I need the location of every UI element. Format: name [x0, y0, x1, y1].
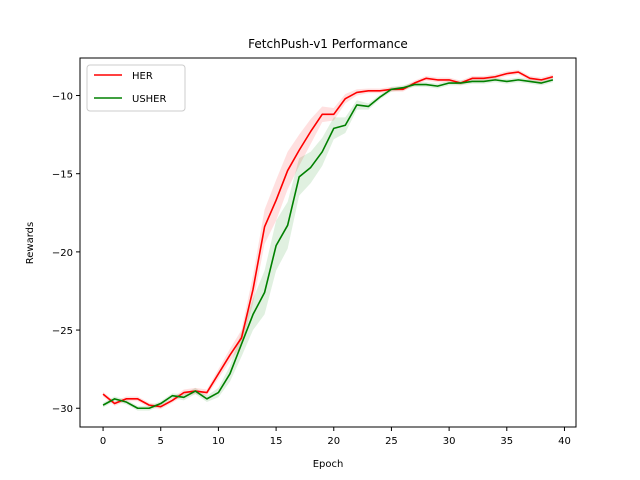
legend: HER USHER: [86, 64, 186, 112]
plot-frame: [79, 57, 577, 428]
series-lines: [102, 71, 554, 410]
x-tick-label: 40: [558, 436, 571, 447]
x-tick-label: 35: [500, 436, 513, 447]
line-usher: [102, 79, 554, 410]
x-tick-label: 25: [385, 436, 398, 447]
legend-box: [86, 64, 186, 112]
x-tick-label: 0: [100, 436, 106, 447]
x-tick-label: 10: [212, 436, 225, 447]
y-axis-ticks: −30 −25 −20 −15 −10: [52, 92, 80, 415]
legend-label-her: HER: [132, 71, 153, 82]
x-tick-label: 30: [443, 436, 456, 447]
legend-label-usher: USHER: [132, 94, 167, 105]
x-axis-label: Epoch: [313, 459, 344, 470]
y-tick-label: −20: [52, 248, 73, 259]
x-axis-ticks: 0 5 10 15 20 25 30 35 40: [100, 427, 571, 447]
y-tick-label: −15: [52, 170, 73, 181]
y-axis-label: Rewards: [25, 222, 36, 264]
x-tick-label: 20: [327, 436, 340, 447]
band-usher: [103, 77, 553, 411]
confidence-bands: [103, 69, 553, 411]
x-tick-label: 5: [158, 436, 164, 447]
x-tick-label: 15: [270, 436, 283, 447]
y-tick-label: −10: [52, 92, 73, 103]
chart-title: FetchPush-v1 Performance: [248, 37, 408, 51]
y-tick-label: −30: [52, 404, 73, 415]
y-tick-label: −25: [52, 326, 73, 337]
